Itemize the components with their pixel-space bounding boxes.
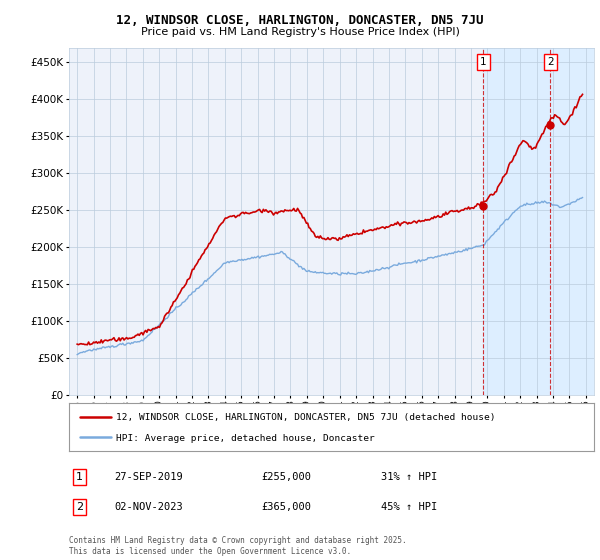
Text: 2: 2 [547,57,554,67]
Text: Contains HM Land Registry data © Crown copyright and database right 2025.
This d: Contains HM Land Registry data © Crown c… [69,536,407,556]
Text: 1: 1 [76,472,83,482]
Text: 1: 1 [480,57,487,67]
Text: 12, WINDSOR CLOSE, HARLINGTON, DONCASTER, DN5 7JU (detached house): 12, WINDSOR CLOSE, HARLINGTON, DONCASTER… [116,413,496,422]
Text: HPI: Average price, detached house, Doncaster: HPI: Average price, detached house, Donc… [116,434,375,443]
Text: £255,000: £255,000 [261,472,311,482]
Text: 45% ↑ HPI: 45% ↑ HPI [381,502,437,512]
Text: 12, WINDSOR CLOSE, HARLINGTON, DONCASTER, DN5 7JU: 12, WINDSOR CLOSE, HARLINGTON, DONCASTER… [116,14,484,27]
Text: 31% ↑ HPI: 31% ↑ HPI [381,472,437,482]
Text: 2: 2 [76,502,83,512]
Bar [483,48,594,395]
Text: Price paid vs. HM Land Registry's House Price Index (HPI): Price paid vs. HM Land Registry's House … [140,27,460,37]
Text: 02-NOV-2023: 02-NOV-2023 [114,502,183,512]
Text: 27-SEP-2019: 27-SEP-2019 [114,472,183,482]
Text: £365,000: £365,000 [261,502,311,512]
